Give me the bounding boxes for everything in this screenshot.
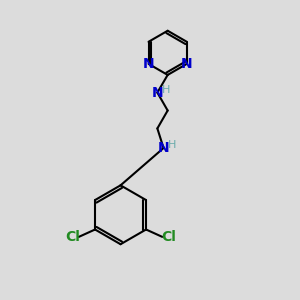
Text: Cl: Cl [161, 230, 176, 244]
Text: N: N [158, 141, 170, 155]
Text: N: N [181, 57, 193, 71]
Text: N: N [143, 57, 154, 71]
Text: H: H [162, 85, 170, 94]
Text: N: N [152, 85, 163, 100]
Text: Cl: Cl [65, 230, 80, 244]
Text: H: H [168, 140, 177, 150]
